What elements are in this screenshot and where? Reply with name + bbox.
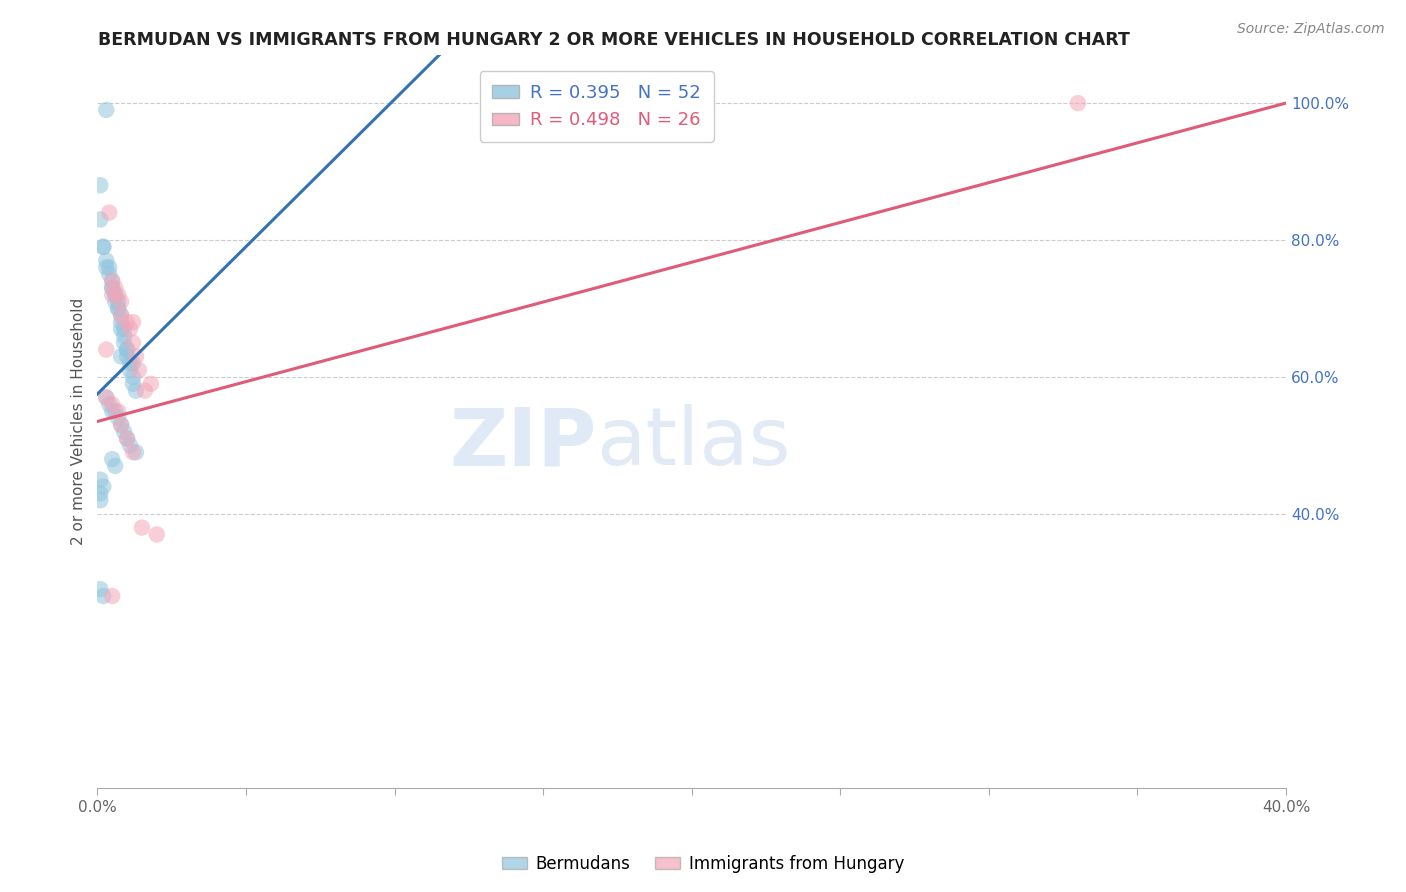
Point	[110, 417, 132, 432]
Point	[115, 432, 138, 446]
Point	[112, 322, 135, 336]
Point	[122, 315, 145, 329]
Point	[115, 350, 138, 364]
Point	[96, 103, 118, 117]
Point	[89, 212, 111, 227]
Point	[104, 281, 127, 295]
Point	[96, 391, 118, 405]
Point	[91, 479, 114, 493]
Point	[89, 582, 111, 597]
Point	[98, 260, 121, 275]
Point	[112, 335, 135, 350]
Point	[118, 356, 141, 370]
Point	[101, 404, 124, 418]
Point	[98, 267, 121, 281]
Point	[107, 294, 129, 309]
Point	[91, 240, 114, 254]
Point	[125, 384, 148, 398]
Point	[91, 589, 114, 603]
Point	[125, 350, 148, 364]
Point	[128, 363, 150, 377]
Legend: Bermudans, Immigrants from Hungary: Bermudans, Immigrants from Hungary	[495, 848, 911, 880]
Point	[89, 473, 111, 487]
Y-axis label: 2 or more Vehicles in Household: 2 or more Vehicles in Household	[72, 298, 86, 545]
Point	[104, 458, 127, 473]
Point	[107, 411, 129, 425]
Point	[91, 240, 114, 254]
Point	[96, 391, 118, 405]
Point	[101, 281, 124, 295]
Point	[115, 343, 138, 357]
Point	[131, 520, 153, 534]
Point	[101, 589, 124, 603]
Point	[101, 452, 124, 467]
Point	[107, 301, 129, 316]
Point	[110, 350, 132, 364]
Point	[101, 397, 124, 411]
Point	[125, 445, 148, 459]
Point	[110, 308, 132, 322]
Point	[112, 425, 135, 439]
Point	[134, 384, 156, 398]
Point	[96, 253, 118, 268]
Point	[104, 404, 127, 418]
Point	[118, 438, 141, 452]
Point	[115, 432, 138, 446]
Point	[89, 486, 111, 500]
Point	[89, 178, 111, 193]
Point	[115, 343, 138, 357]
Text: BERMUDAN VS IMMIGRANTS FROM HUNGARY 2 OR MORE VEHICLES IN HOUSEHOLD CORRELATION : BERMUDAN VS IMMIGRANTS FROM HUNGARY 2 OR…	[98, 31, 1130, 49]
Legend: R = 0.395   N = 52, R = 0.498   N = 26: R = 0.395 N = 52, R = 0.498 N = 26	[479, 71, 713, 142]
Point	[115, 315, 138, 329]
Point	[146, 527, 169, 541]
Point	[122, 370, 145, 384]
Point	[1067, 96, 1090, 111]
Point	[110, 294, 132, 309]
Point	[110, 417, 132, 432]
Point	[98, 397, 121, 411]
Point	[110, 308, 132, 322]
Point	[101, 287, 124, 301]
Text: atlas: atlas	[596, 404, 792, 483]
Point	[112, 329, 135, 343]
Point	[122, 356, 145, 370]
Point	[139, 376, 162, 391]
Text: ZIP: ZIP	[450, 404, 596, 483]
Point	[101, 281, 124, 295]
Point	[110, 315, 132, 329]
Text: Source: ZipAtlas.com: Source: ZipAtlas.com	[1237, 22, 1385, 37]
Point	[96, 260, 118, 275]
Point	[104, 294, 127, 309]
Point	[122, 376, 145, 391]
Point	[104, 287, 127, 301]
Point	[122, 445, 145, 459]
Point	[107, 404, 129, 418]
Point	[101, 274, 124, 288]
Point	[107, 287, 129, 301]
Point	[104, 287, 127, 301]
Point	[110, 322, 132, 336]
Point	[96, 343, 118, 357]
Point	[122, 335, 145, 350]
Point	[98, 205, 121, 219]
Point	[107, 301, 129, 316]
Point	[101, 274, 124, 288]
Point	[89, 493, 111, 508]
Point	[118, 322, 141, 336]
Point	[118, 363, 141, 377]
